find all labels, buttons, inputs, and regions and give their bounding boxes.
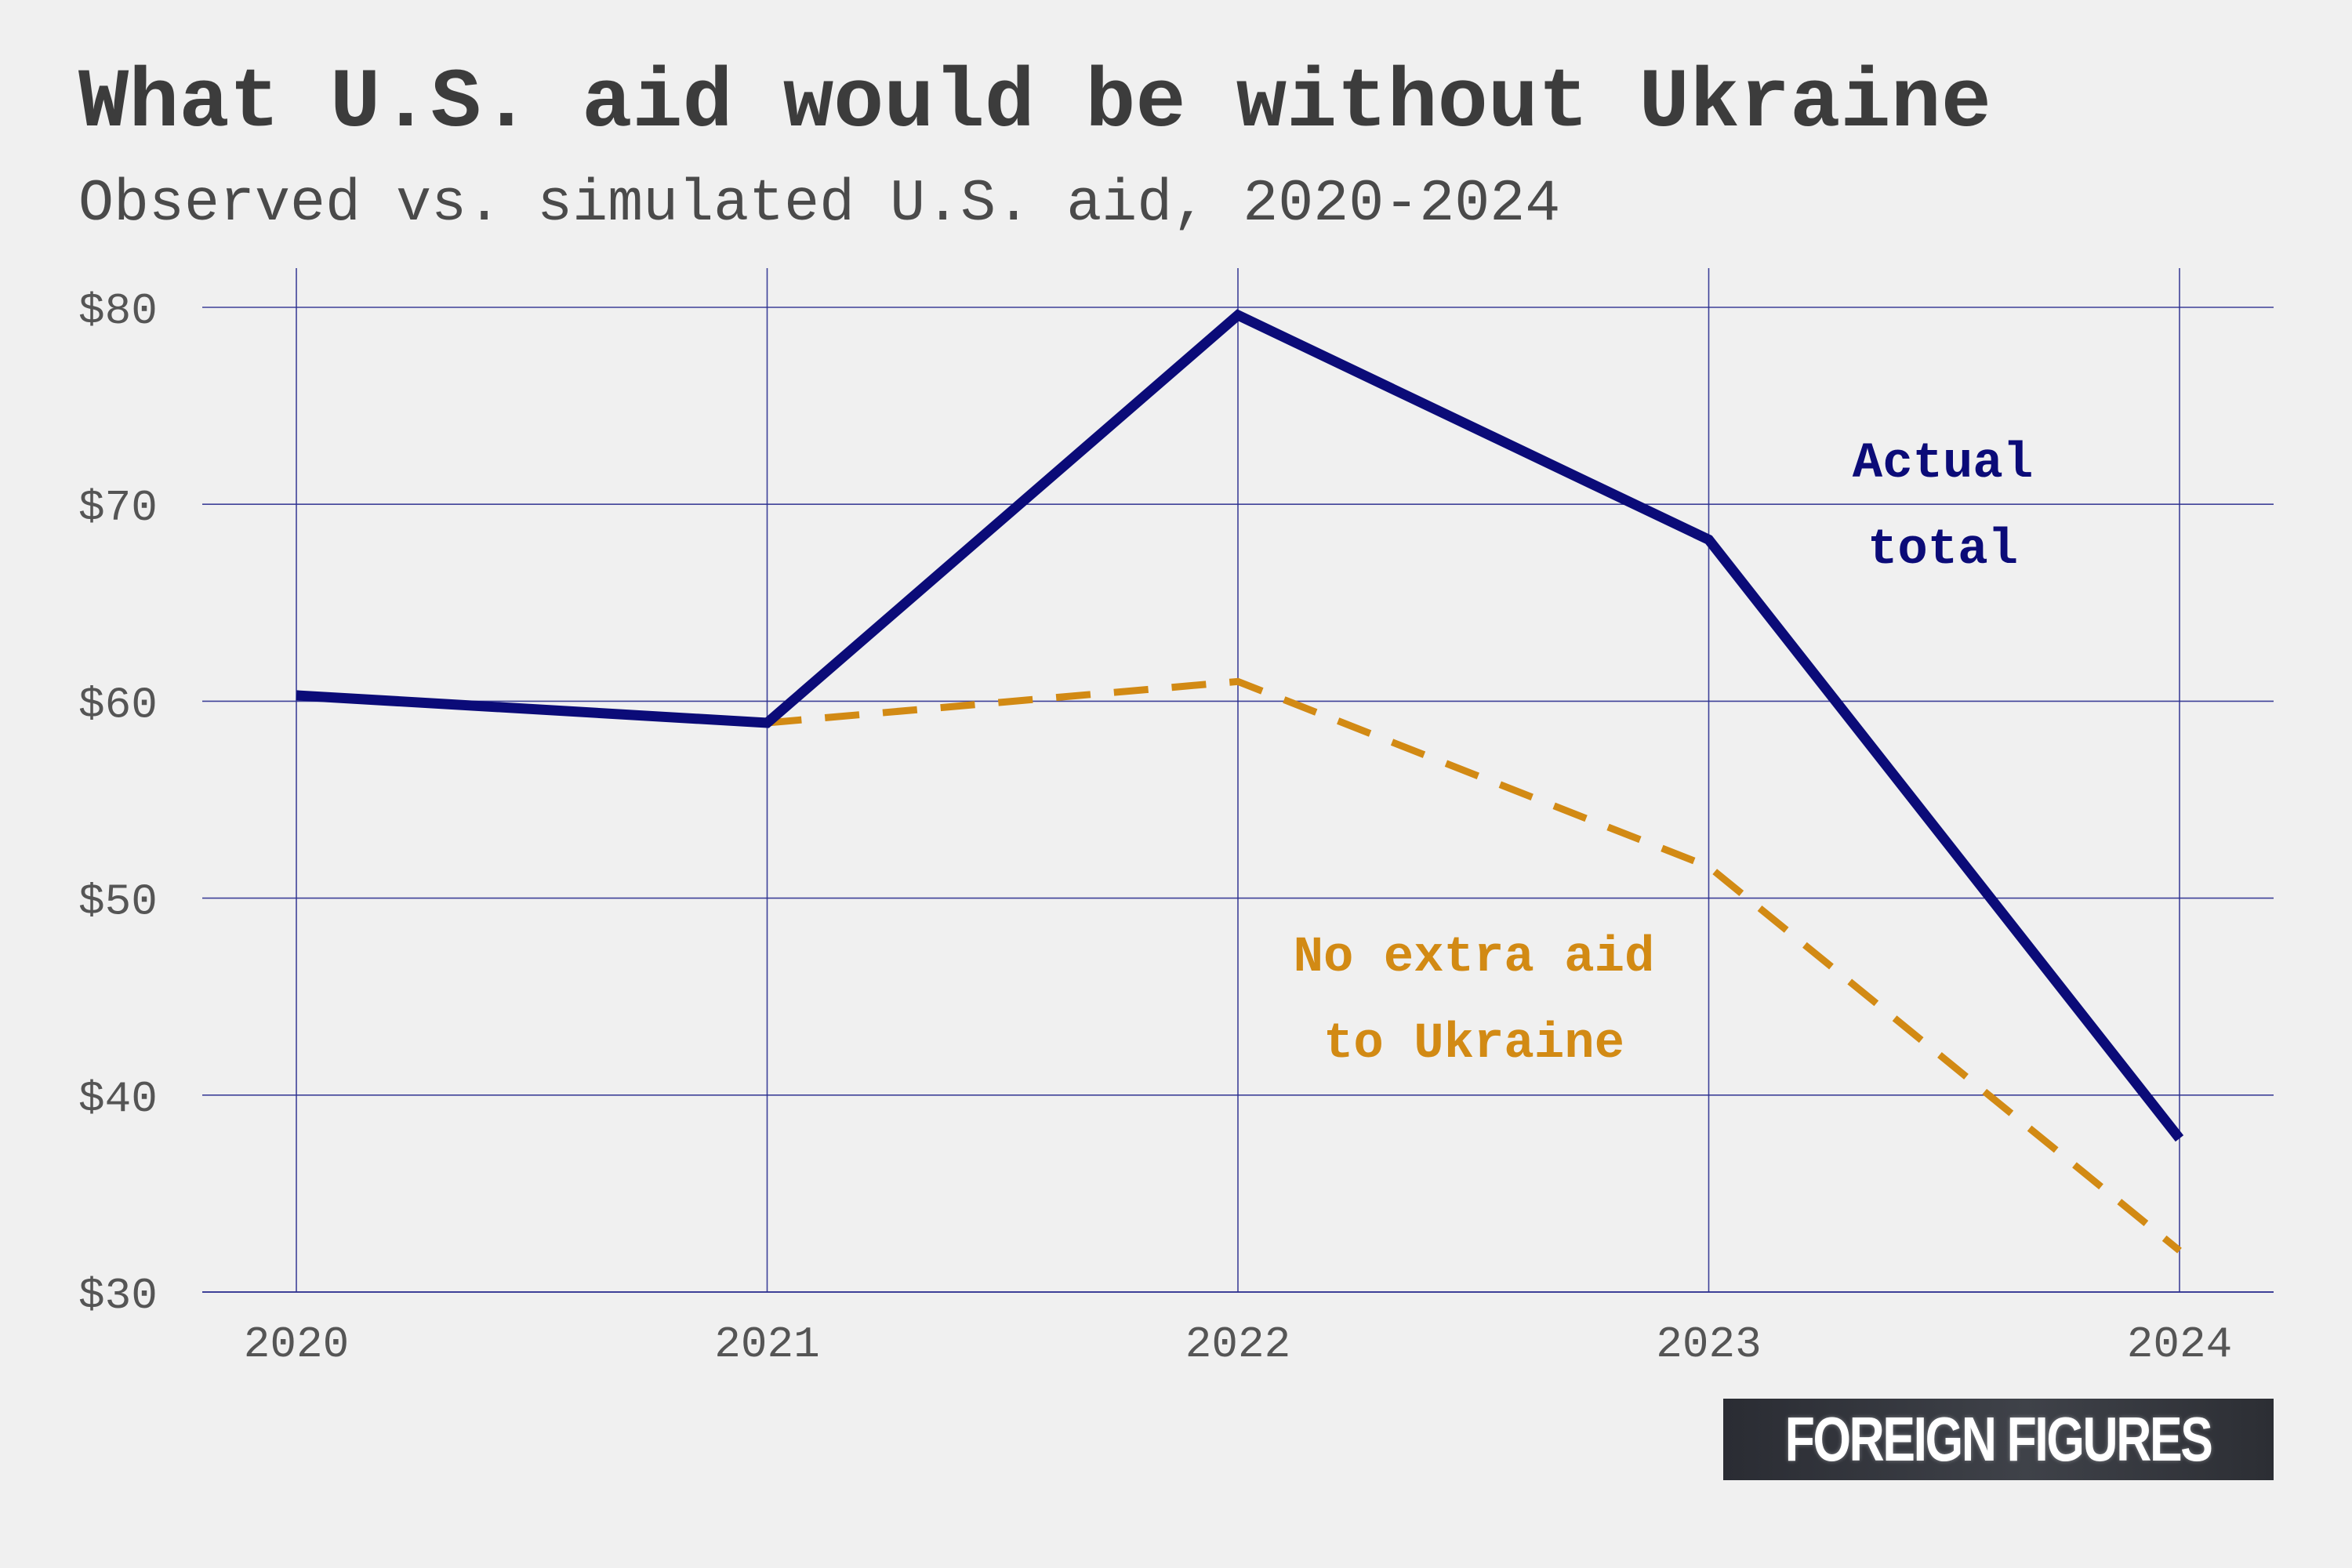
series-annotations: Actual total No extra aid to Ukraine: [1294, 436, 2034, 1073]
annotation-simulated-line-2: to Ukraine: [1323, 1016, 1624, 1073]
chart-title: What U.S. aid would be without Ukraine: [78, 56, 1991, 151]
annotation-actual-line-1: Actual: [1853, 436, 2033, 492]
y-tick-label: $30: [78, 1271, 158, 1321]
x-tick-label: 2023: [1656, 1319, 1761, 1370]
chart-subtitle: Observed vs. simulated U.S. aid, 2020-20…: [78, 171, 1561, 238]
y-tick-label: $80: [78, 286, 158, 336]
brand-logo-text: FOREIGN FIGURES: [1785, 1404, 2213, 1474]
x-tick-label: 2022: [1185, 1319, 1290, 1370]
y-tick-label: $70: [78, 483, 158, 533]
y-tick-label: $40: [78, 1074, 158, 1124]
x-tick-label: 2024: [2127, 1319, 2232, 1370]
series-lines: [296, 309, 2184, 1254]
annotation-simulated-line-1: No extra aid: [1294, 930, 1655, 986]
brand-logo: FOREIGN FIGURES: [1723, 1399, 2274, 1480]
y-tick-label: $50: [78, 877, 158, 927]
grid: [202, 268, 2274, 1293]
x-tick-label: 2020: [244, 1319, 349, 1370]
axis-ticks: $30 $40 $50 $60 $70 $80 2020 2021 2022 2023 2024: [78, 286, 2232, 1370]
series-no-extra-aid-line: [767, 677, 2182, 1254]
annotation-actual-line-2: total: [1867, 522, 2018, 579]
x-tick-label: 2021: [714, 1319, 819, 1370]
y-tick-label: $60: [78, 680, 158, 730]
